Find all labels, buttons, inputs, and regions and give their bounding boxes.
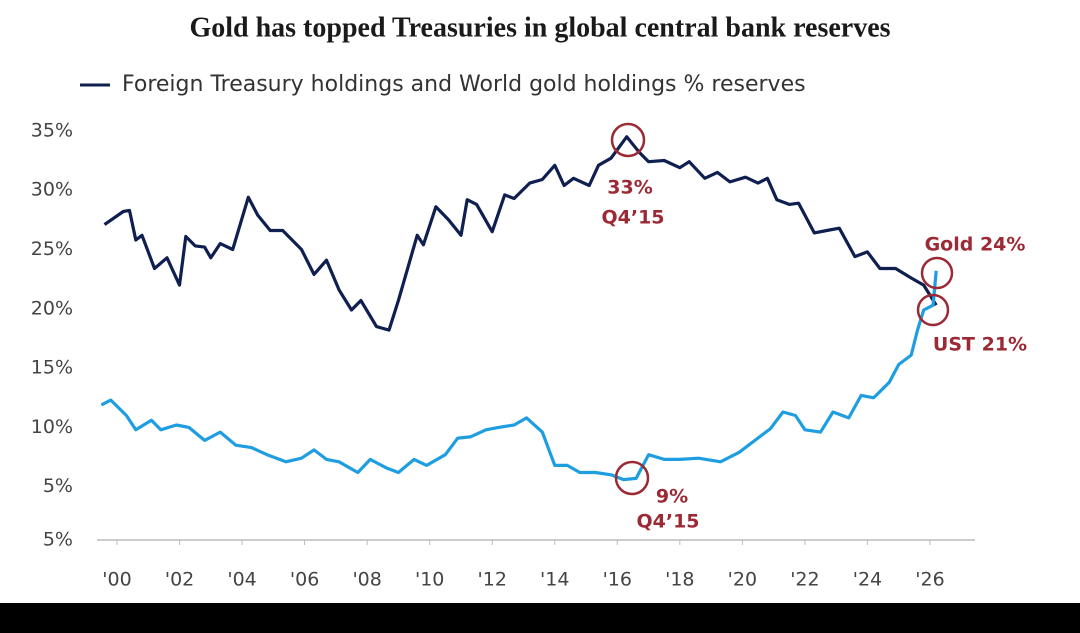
- y-tick-label: 5%: [43, 475, 73, 497]
- y-tick-label: 30%: [31, 179, 73, 201]
- chart-title: Gold has topped Treasuries in global cen…: [189, 12, 890, 43]
- plot: 35% 30% 25% 20% 15% 10% 5% 5% '00 '02 '04 '06 '08 '10…: [31, 119, 945, 590]
- x-tick-label: '12: [478, 569, 507, 591]
- y-tick-label: 15%: [31, 357, 73, 379]
- y-tick-label: 5%: [43, 529, 73, 551]
- y-tick-label: 25%: [31, 238, 73, 260]
- x-tick-label: '24: [853, 569, 882, 591]
- x-tick-label: '14: [540, 569, 569, 591]
- annotation: 33%: [607, 177, 652, 199]
- x-tick-label: '00: [102, 569, 131, 591]
- highlight-ring: [916, 293, 950, 327]
- y-tick-label: 10%: [31, 416, 73, 438]
- x-tick-label: '20: [728, 569, 757, 591]
- series-line: [100, 270, 938, 482]
- annotation: UST 21%: [933, 334, 1027, 356]
- x-tick-label: '08: [352, 569, 381, 591]
- series-line: [103, 135, 938, 332]
- highlight-ring: [614, 460, 650, 496]
- x-tick-label: '18: [665, 569, 694, 591]
- highlight-ring: [610, 122, 646, 158]
- annotation: 9%: [656, 486, 688, 508]
- x-tick-label: '26: [915, 569, 944, 591]
- annotation: Gold 24%: [925, 234, 1026, 256]
- x-tick-label: '04: [227, 569, 256, 591]
- highlight-ring: [920, 256, 954, 290]
- x-tick-label: '16: [603, 569, 632, 591]
- x-tick-label: '06: [290, 569, 319, 591]
- y-tick-label: 35%: [31, 119, 73, 141]
- annotation: Q4’15: [601, 207, 664, 229]
- x-tick-label: '02: [165, 569, 194, 591]
- legend-label: Foreign Treasury holdings and World gold…: [122, 72, 806, 97]
- x-tick-label: '10: [415, 569, 444, 591]
- annotation: Q4’15: [636, 511, 699, 533]
- x-tick-label: '22: [790, 569, 819, 591]
- y-tick-label: 20%: [31, 297, 73, 319]
- screen-bar: [0, 603, 1080, 633]
